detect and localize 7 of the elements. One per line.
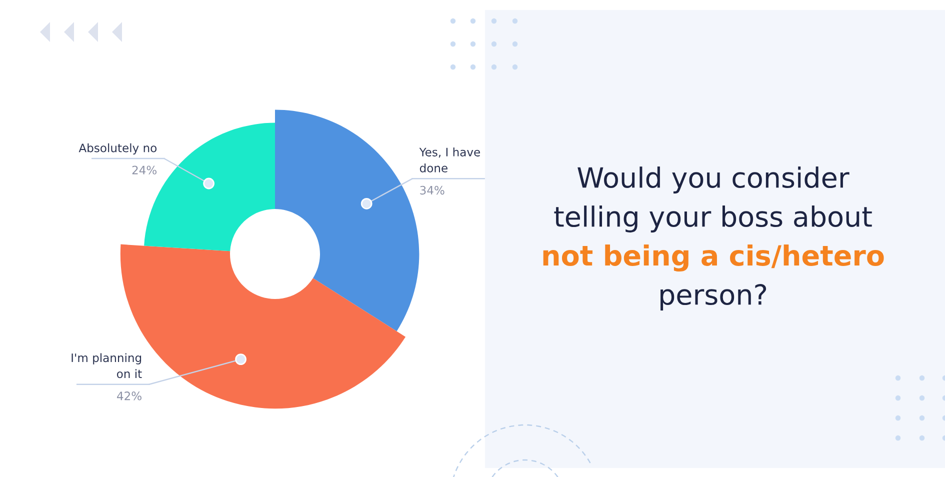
data-label: 42% <box>117 392 142 400</box>
slice-label: Yes, I have done <box>419 148 480 172</box>
data-label: 34% <box>420 186 444 195</box>
slice-label: I'm planning on it <box>72 353 142 378</box>
slice-label: Absolutely no <box>78 143 157 154</box>
text: Would you consider telling your boss about not being a cis/hetero person? <box>543 166 884 310</box>
data-label: 24% <box>132 166 157 174</box>
